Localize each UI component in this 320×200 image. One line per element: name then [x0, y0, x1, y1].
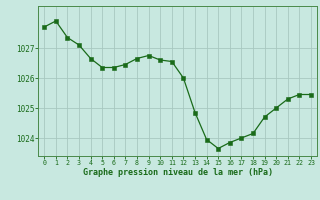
- X-axis label: Graphe pression niveau de la mer (hPa): Graphe pression niveau de la mer (hPa): [83, 168, 273, 177]
